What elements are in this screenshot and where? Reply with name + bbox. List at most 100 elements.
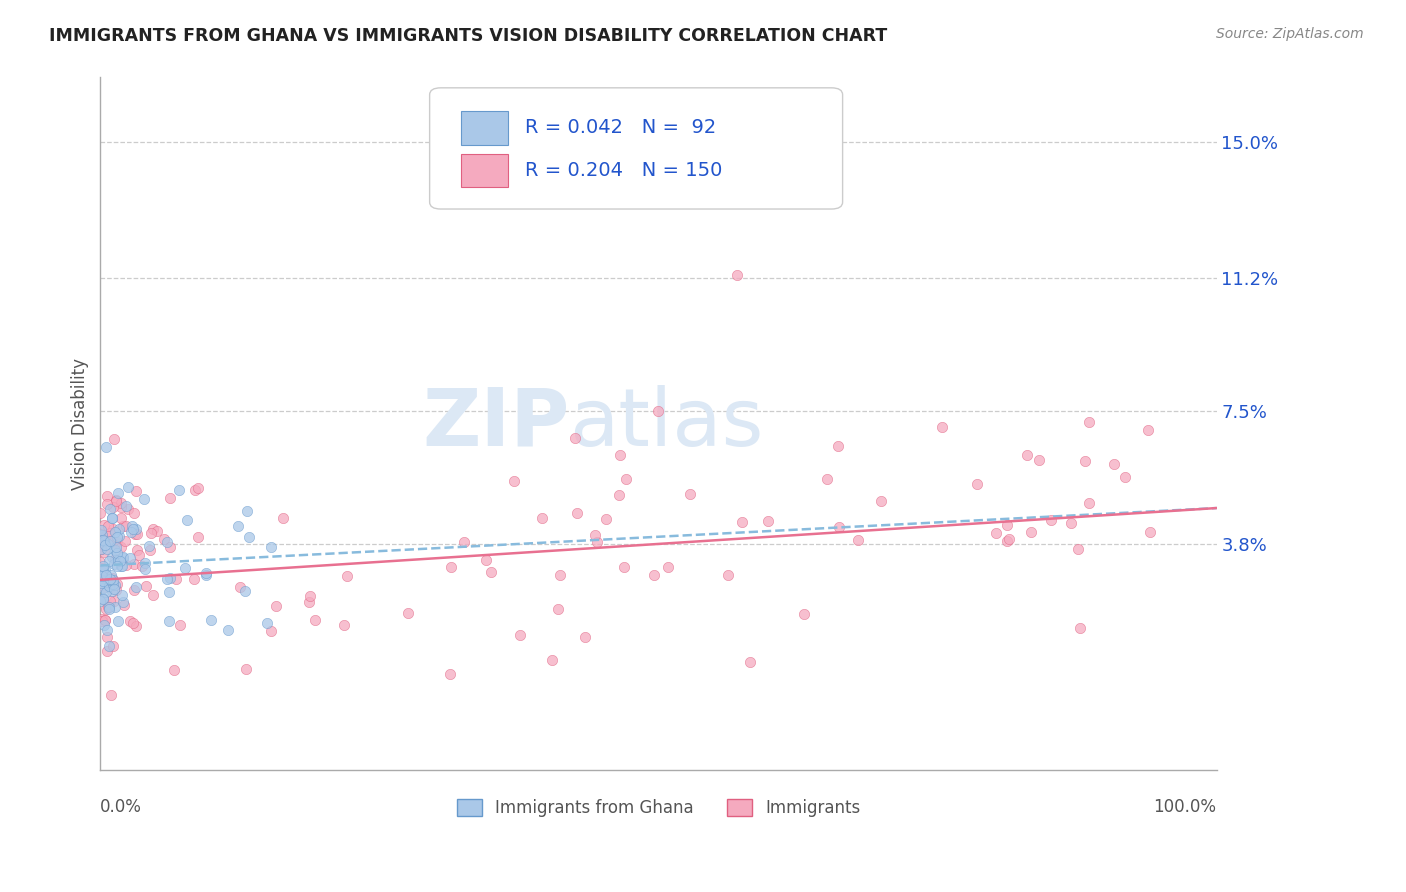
Point <box>139 542 162 557</box>
Point <box>716 567 738 582</box>
Point <box>657 560 679 574</box>
Point <box>299 589 322 603</box>
Point <box>94 585 117 599</box>
Point <box>91 529 114 543</box>
Point <box>91 526 114 541</box>
Point <box>98 533 121 548</box>
Point <box>94 527 117 541</box>
Point <box>503 474 526 488</box>
Point <box>91 574 114 589</box>
Point <box>94 613 117 627</box>
Point <box>97 599 120 614</box>
Point <box>304 614 326 628</box>
Point <box>111 559 134 574</box>
Point <box>439 667 461 681</box>
Point <box>94 563 117 577</box>
Point <box>567 506 589 520</box>
Text: 100.0%: 100.0% <box>1153 797 1216 815</box>
Point <box>91 559 114 574</box>
Point <box>105 535 128 549</box>
Point <box>159 570 181 584</box>
Point <box>98 573 121 587</box>
Point <box>93 592 115 607</box>
Point <box>96 568 118 582</box>
Point <box>583 528 606 542</box>
Point <box>93 591 115 606</box>
Point <box>169 618 191 632</box>
Point <box>107 615 129 629</box>
Point <box>117 502 139 516</box>
Point <box>118 551 141 566</box>
Point <box>111 551 134 566</box>
Point <box>93 518 115 533</box>
Point <box>103 594 125 608</box>
Point <box>1021 524 1043 539</box>
Point <box>98 580 121 594</box>
Point <box>101 500 124 514</box>
Point <box>125 522 148 536</box>
Point <box>100 584 122 599</box>
Point <box>112 598 135 612</box>
Point <box>217 623 239 637</box>
Point <box>1077 496 1099 510</box>
Point <box>97 639 120 653</box>
Point <box>607 488 630 502</box>
Point <box>194 567 217 582</box>
Point <box>90 566 112 580</box>
Point <box>609 448 631 462</box>
Point <box>333 617 356 632</box>
Point <box>1102 457 1125 471</box>
Point <box>94 576 117 591</box>
FancyBboxPatch shape <box>461 153 508 186</box>
Point <box>89 555 111 569</box>
Point <box>108 529 131 543</box>
Point <box>731 515 754 529</box>
Point <box>586 534 609 549</box>
Point <box>540 653 562 667</box>
Point <box>103 522 125 536</box>
Point <box>107 486 129 500</box>
Point <box>756 514 779 528</box>
Point <box>91 569 114 583</box>
Point <box>105 577 128 591</box>
Point <box>163 663 186 677</box>
Point <box>1137 423 1160 437</box>
Point <box>103 599 125 614</box>
Point <box>105 582 128 597</box>
Point <box>90 575 112 590</box>
Point <box>142 522 165 536</box>
Point <box>111 550 134 565</box>
Point <box>155 534 177 549</box>
Point <box>89 594 111 608</box>
FancyBboxPatch shape <box>430 87 842 209</box>
Point <box>91 564 114 578</box>
Point <box>112 595 135 609</box>
Point <box>94 533 117 547</box>
Point <box>94 538 117 552</box>
Point <box>97 554 120 568</box>
Point <box>159 540 181 554</box>
Point <box>121 523 143 537</box>
Point <box>96 631 118 645</box>
Point <box>107 522 129 536</box>
Point <box>966 477 988 491</box>
Point <box>235 584 257 599</box>
Point <box>995 518 1018 533</box>
Point <box>111 588 134 602</box>
Point <box>679 487 702 501</box>
Point <box>93 580 115 594</box>
Point <box>90 541 112 556</box>
Point <box>93 534 115 549</box>
Point <box>138 540 160 554</box>
Point <box>120 524 142 539</box>
Point <box>105 493 128 508</box>
Point <box>336 569 359 583</box>
Point <box>145 524 167 538</box>
Point <box>132 492 155 507</box>
Point <box>1060 516 1083 531</box>
Point <box>647 404 669 418</box>
Point <box>100 571 122 585</box>
Point <box>995 534 1018 549</box>
Text: IMMIGRANTS FROM GHANA VS IMMIGRANTS VISION DISABILITY CORRELATION CHART: IMMIGRANTS FROM GHANA VS IMMIGRANTS VISI… <box>49 27 887 45</box>
Point <box>128 548 150 562</box>
